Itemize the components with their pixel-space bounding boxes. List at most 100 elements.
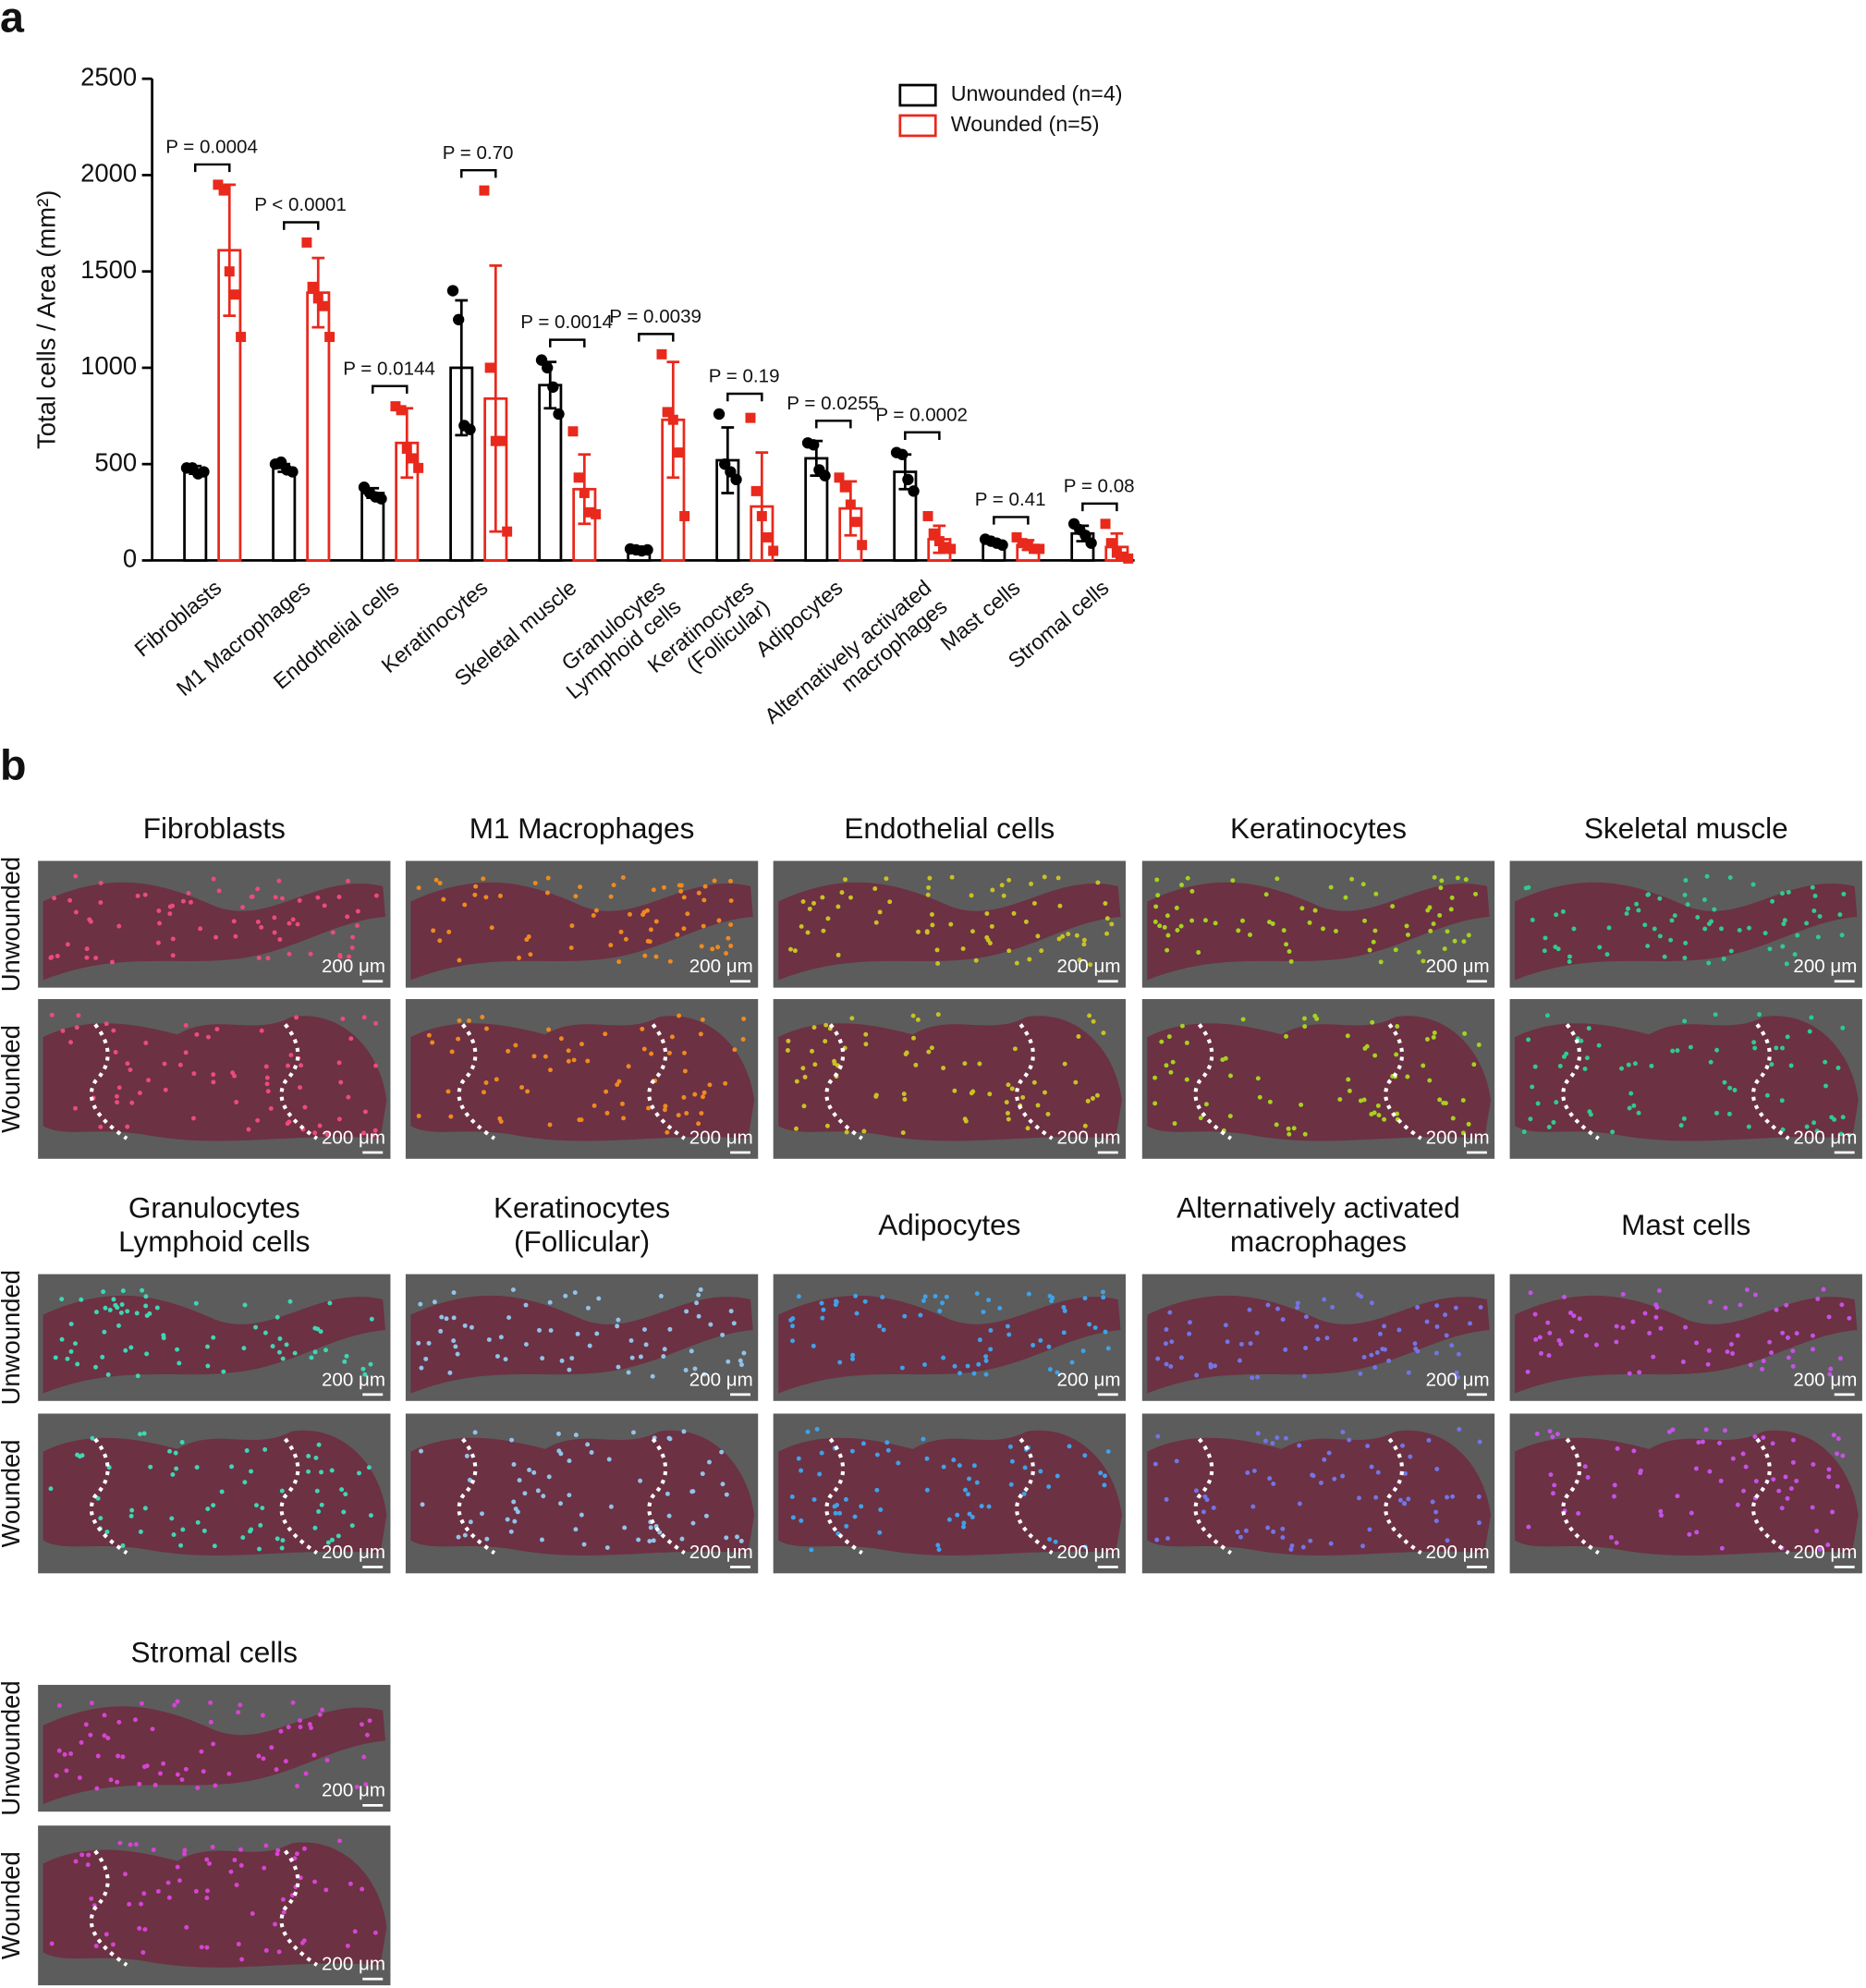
cell-marker — [430, 1040, 435, 1045]
cell-marker — [667, 958, 673, 964]
cell-marker — [298, 1085, 302, 1091]
cell-marker — [645, 908, 650, 913]
cell-marker — [1356, 1495, 1361, 1501]
cell-marker — [275, 1848, 281, 1853]
cell-marker — [1767, 1339, 1773, 1345]
data-point — [236, 332, 247, 343]
cell-marker — [280, 896, 285, 901]
panel-title: Endothelial cells — [844, 811, 1055, 845]
cell-marker — [1582, 1464, 1588, 1470]
data-point — [318, 300, 329, 311]
cell-marker — [1750, 882, 1756, 887]
cell-marker — [1556, 1337, 1562, 1343]
scale-label: 200 μm — [322, 956, 385, 977]
cell-marker — [843, 877, 848, 883]
micrograph: 200 μm — [773, 860, 1126, 988]
cell-marker — [1337, 1097, 1343, 1103]
cell-marker — [179, 1440, 185, 1445]
cell-marker — [1367, 1527, 1372, 1532]
cell-marker — [1790, 1459, 1796, 1465]
panel-title: Mast cells — [1621, 1208, 1750, 1241]
cell-marker — [1651, 1354, 1656, 1360]
data-point — [945, 543, 957, 555]
panel-label: a — [0, 0, 25, 41]
cell-marker — [1719, 926, 1724, 932]
cell-marker — [163, 1087, 168, 1092]
cell-marker — [1738, 1302, 1743, 1308]
cell-marker — [987, 1092, 993, 1097]
cell-marker — [1005, 1323, 1010, 1329]
cell-marker — [77, 1775, 82, 1780]
cell-marker — [320, 1707, 325, 1713]
cell-marker — [1154, 1537, 1160, 1543]
data-point — [301, 237, 312, 248]
cell-marker — [335, 1533, 341, 1539]
cell-marker — [1255, 1374, 1261, 1380]
cell-marker — [696, 1292, 701, 1298]
cell-marker — [373, 1063, 379, 1068]
cell-marker — [787, 946, 793, 952]
cell-marker — [231, 919, 237, 924]
cell-marker — [1340, 1429, 1346, 1434]
cell-marker — [1343, 895, 1348, 900]
cell-marker — [1703, 1427, 1709, 1433]
cell-marker — [696, 1121, 701, 1127]
cell-marker — [1815, 934, 1821, 940]
cell-marker — [1250, 1375, 1255, 1381]
cell-marker — [1395, 1024, 1400, 1029]
cell-marker — [1421, 1063, 1426, 1068]
cell-marker — [790, 1316, 796, 1322]
cell-marker — [977, 1061, 982, 1067]
cell-marker — [1406, 1496, 1411, 1502]
cell-marker — [1445, 1538, 1450, 1543]
cell-marker — [1752, 1433, 1758, 1439]
cell-marker — [1645, 944, 1651, 949]
cell-marker — [850, 1356, 856, 1361]
cell-marker — [1582, 1067, 1588, 1071]
cell-marker — [1708, 1059, 1714, 1065]
cell-marker — [494, 1077, 499, 1082]
cell-marker — [852, 1514, 858, 1519]
cell-marker — [1838, 1131, 1844, 1137]
cell-marker — [73, 1341, 78, 1347]
panel-title: Fibroblasts — [143, 811, 286, 845]
cell-marker — [280, 1538, 286, 1543]
cell-marker — [696, 890, 701, 896]
data-point — [375, 493, 387, 505]
cell-marker — [360, 1366, 366, 1372]
cell-marker — [1082, 1123, 1088, 1128]
cell-marker — [1615, 1445, 1620, 1451]
cell-marker — [662, 1107, 667, 1113]
cell-marker — [156, 909, 162, 913]
scale-label: 200 μm — [689, 1369, 753, 1390]
cell-marker — [1836, 1436, 1841, 1442]
cell-marker — [952, 1088, 957, 1093]
cell-marker — [135, 1373, 140, 1379]
tissue — [43, 882, 385, 981]
cell-marker — [809, 1547, 814, 1553]
significance-bracket — [815, 419, 852, 429]
cell-marker — [692, 1366, 698, 1372]
scale-label: 200 μm — [689, 1127, 753, 1148]
cell-marker — [100, 1354, 105, 1360]
tissue — [778, 1295, 1121, 1394]
cell-marker — [278, 1728, 284, 1734]
cell-marker — [1547, 1429, 1553, 1434]
cell-marker — [1790, 1363, 1796, 1369]
cell-marker — [665, 1491, 670, 1496]
cell-marker — [327, 1300, 333, 1306]
cell-marker — [419, 1448, 424, 1454]
cell-marker — [129, 1100, 135, 1105]
cell-marker — [336, 1060, 342, 1066]
tissue — [43, 1706, 385, 1804]
cell-marker — [568, 945, 574, 951]
cell-marker — [1706, 921, 1712, 927]
cell-marker — [738, 1358, 743, 1363]
cell-marker — [324, 1757, 330, 1762]
cell-marker — [1104, 931, 1110, 936]
cell-marker — [1267, 1099, 1273, 1104]
cell-marker — [1771, 1477, 1776, 1482]
cell-marker — [1779, 1506, 1785, 1511]
row-label: Unwounded — [0, 1680, 25, 1815]
cell-marker — [241, 1346, 247, 1351]
